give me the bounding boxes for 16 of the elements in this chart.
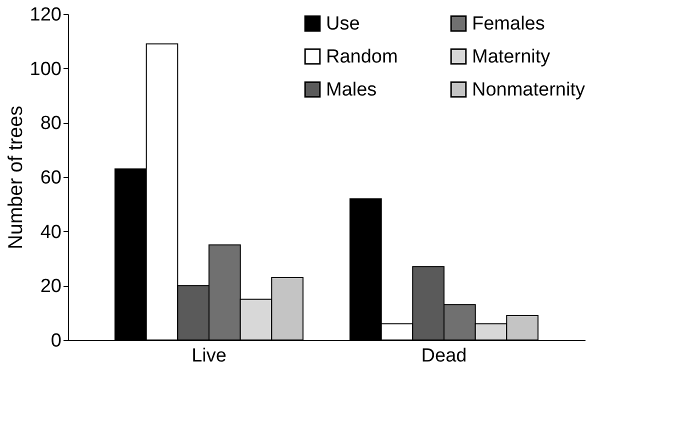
legend-label: Use (326, 14, 360, 35)
y-tick-label: 80 (40, 113, 62, 134)
y-tick-label: 120 (30, 4, 62, 26)
y-tick-label: 0 (50, 330, 62, 352)
y-tick-label: 100 (30, 58, 62, 80)
y-axis-title: Number of trees (4, 106, 27, 250)
legend-label: Males (326, 80, 377, 100)
y-tick-label: 20 (40, 276, 62, 298)
legend-label: Random (326, 46, 398, 68)
x-tick-label: Dead (421, 346, 467, 366)
legend-label: Maternity (472, 46, 551, 68)
y-tick-label: 60 (40, 168, 62, 188)
x-tick-label: Live (192, 346, 226, 366)
legend-label: Nonmaternity (472, 80, 586, 100)
legend-label: Females (472, 14, 545, 35)
y-tick-label: 40 (40, 222, 62, 243)
